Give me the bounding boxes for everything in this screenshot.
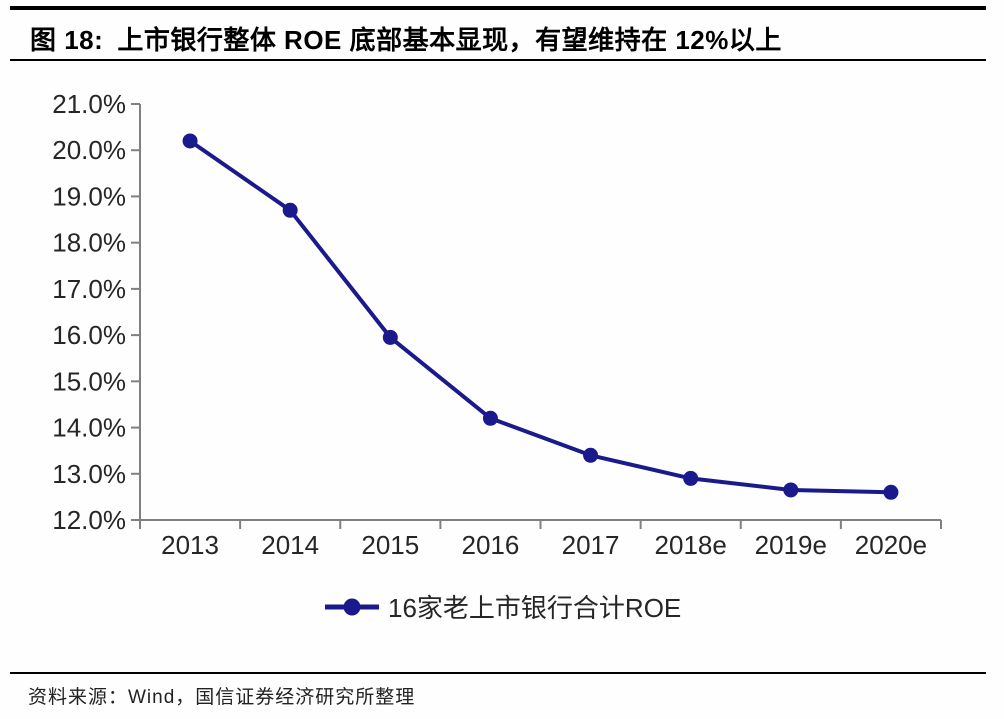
x-axis-label: 2017	[562, 530, 620, 560]
source-note: 资料来源：Wind，国信证券经济研究所整理	[28, 687, 416, 708]
data-point	[382, 329, 398, 345]
data-point	[783, 482, 799, 498]
y-axis-label: 13.0%	[52, 459, 126, 489]
figure-title-text: 上市银行整体 ROE 底部基本显现，有望维持在 12%以上	[117, 25, 782, 55]
legend: 16家老上市银行合计ROE	[324, 588, 681, 625]
figure-number: 图 18:	[30, 25, 104, 55]
x-axis-label: 2020e	[855, 530, 927, 560]
data-point	[883, 484, 899, 500]
x-axis-label: 2019e	[755, 530, 827, 560]
figure-title: 图 18: 上市银行整体 ROE 底部基本显现，有望维持在 12%以上	[30, 20, 782, 57]
bottom-rule	[10, 672, 986, 674]
x-axis-label: 2014	[261, 530, 319, 560]
y-axis-label: 12.0%	[52, 505, 126, 535]
top-rule	[10, 6, 986, 10]
series-line	[188, 138, 893, 495]
data-point	[683, 470, 699, 486]
x-axis-label: 2013	[161, 530, 219, 560]
axis-lines	[139, 104, 941, 521]
data-point	[282, 202, 298, 218]
y-axis-label: 14.0%	[52, 413, 126, 443]
legend-line-marker-icon	[325, 598, 379, 615]
x-axis-label: 2015	[361, 530, 419, 560]
y-axis-label: 16.0%	[52, 320, 126, 350]
title-divider	[10, 59, 986, 61]
y-axis-label: 18.0%	[52, 228, 126, 258]
x-axis-label: 2016	[462, 530, 520, 560]
data-point	[482, 410, 498, 426]
data-point	[182, 133, 198, 149]
x-axis-label: 2018e	[655, 530, 727, 560]
y-axis-label: 21.0%	[52, 89, 126, 119]
y-axis-label: 19.0%	[52, 181, 126, 211]
y-axis-label: 15.0%	[52, 366, 126, 396]
y-axis-label: 20.0%	[52, 135, 126, 165]
legend-label: 16家老上市银行合计ROE	[388, 593, 682, 623]
data-point	[583, 447, 599, 463]
y-axis-label: 17.0%	[52, 274, 126, 304]
